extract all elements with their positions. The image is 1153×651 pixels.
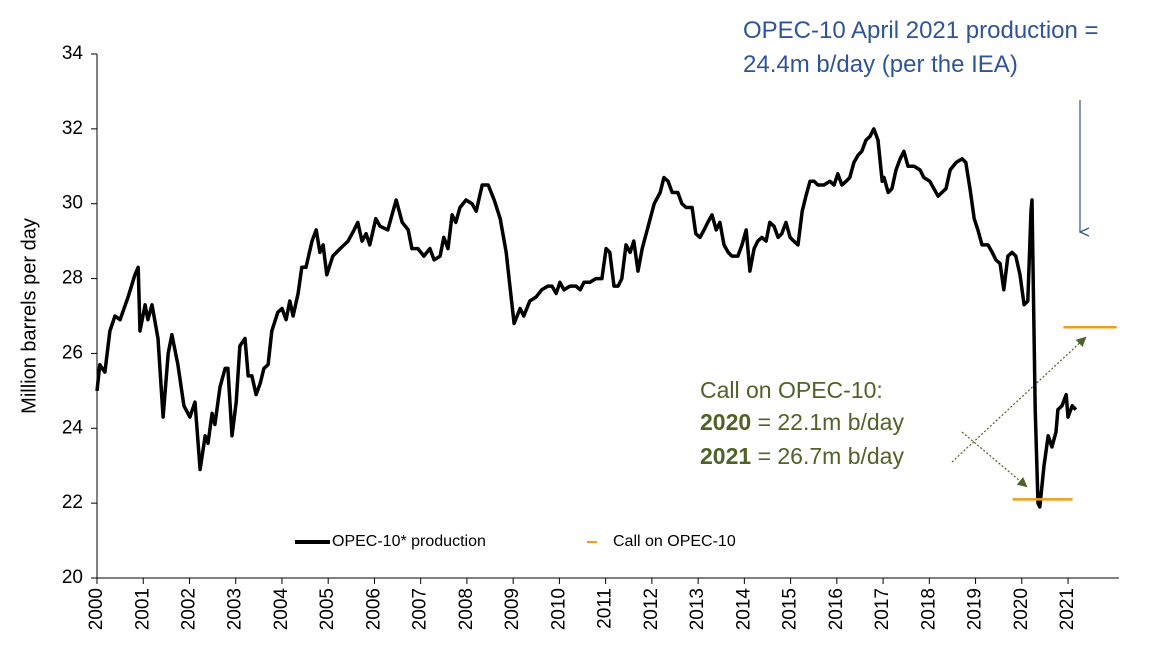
note-text: = 22.1m b/day — [758, 409, 905, 435]
x-tick-label: 2013 — [687, 588, 708, 630]
y-tick-label: 22 — [62, 492, 83, 513]
x-tick-label: 2001 — [132, 588, 153, 630]
x-tick-label: 2006 — [363, 588, 384, 630]
y-tick-label: 20 — [62, 567, 83, 588]
x-tick-label: 2015 — [780, 588, 801, 630]
y-tick-label: 34 — [62, 43, 84, 64]
production-note: OPEC-10 April 2021 production = 24.4m b/… — [743, 17, 1099, 78]
note-year: 2021 — [700, 443, 751, 469]
note-line: 24.4m b/day (per the IEA) — [743, 51, 1018, 78]
x-tick-label: 2003 — [225, 588, 246, 630]
arrow — [961, 431, 1028, 488]
series-line — [95, 127, 1078, 509]
note-line: Call on OPEC-10: — [700, 377, 883, 403]
y-tick-label: 30 — [62, 193, 83, 214]
x-tick-label: 2004 — [271, 588, 292, 631]
legend-label: Call on OPEC-10 — [613, 533, 736, 550]
x-tick-label: 2007 — [410, 588, 431, 630]
x-tick-label: 2012 — [641, 588, 662, 630]
y-tick-label: 32 — [62, 118, 83, 139]
x-tick-label: 2002 — [178, 588, 199, 630]
y-tick-label: 24 — [62, 417, 84, 438]
x-tick-label: 2018 — [918, 588, 939, 630]
note-text: = 26.7m b/day — [758, 443, 905, 469]
x-tick-label: 2008 — [456, 588, 477, 630]
x-tick-label: 2000 — [86, 588, 107, 630]
x-tick-label: 2005 — [317, 588, 338, 630]
x-tick-label: 2020 — [1011, 588, 1032, 630]
note-line: 2020 = 22.1m b/day — [700, 409, 904, 435]
x-tick-label: 2016 — [826, 588, 847, 630]
x-tick-label: 2010 — [548, 588, 569, 630]
y-axis-label: Million barrels per day — [18, 218, 40, 414]
x-tick-label: 2014 — [733, 588, 754, 631]
y-tick-label: 26 — [62, 342, 83, 363]
note-line: OPEC-10 April 2021 production = — [743, 17, 1099, 44]
x-tick-label: 2009 — [502, 588, 523, 630]
x-tick-label: 2017 — [872, 588, 893, 630]
y-tick-label: 28 — [62, 268, 83, 289]
legend-label: OPEC-10* production — [332, 533, 486, 550]
call-note: Call on OPEC-10: 2020 = 22.1m b/day 2021… — [700, 377, 904, 469]
x-tick-label: 2021 — [1057, 588, 1078, 630]
note-year: 2020 — [700, 409, 751, 435]
x-tick-label: 2011 — [595, 588, 616, 629]
x-tick-label: 2019 — [965, 588, 986, 630]
note-line: 2021 = 26.7m b/day — [700, 443, 904, 469]
